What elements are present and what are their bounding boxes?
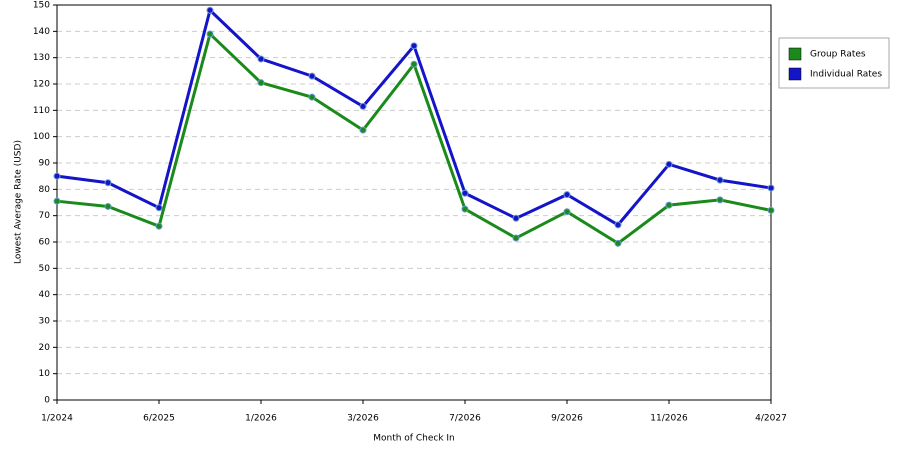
- x-tick-label: 11/2026: [650, 414, 688, 424]
- y-tick-label: 30: [39, 317, 51, 327]
- data-point: [614, 239, 622, 247]
- legend-label: Group Rates: [810, 50, 866, 60]
- data-point: [716, 176, 724, 184]
- x-tick-label: 6/2025: [143, 414, 175, 424]
- data-point: [665, 160, 673, 168]
- data-point: [155, 204, 163, 212]
- x-tick-label: 4/2027: [755, 414, 787, 424]
- data-point: [410, 42, 418, 50]
- legend-swatch: [788, 67, 802, 81]
- y-tick-label: 120: [33, 80, 50, 90]
- data-point: [767, 206, 775, 214]
- data-point: [104, 179, 112, 187]
- legend-label: Individual Rates: [810, 70, 882, 80]
- x-tick-label: 1/2026: [245, 414, 277, 424]
- y-tick-label: 40: [39, 290, 51, 300]
- x-tick-label: 7/2026: [449, 414, 481, 424]
- data-point: [206, 30, 214, 38]
- data-point: [155, 222, 163, 230]
- y-axis-title: Lowest Average Rate (USD): [14, 140, 24, 264]
- x-tick-label: 3/2026: [347, 414, 379, 424]
- y-tick-label: 50: [39, 264, 51, 274]
- data-point: [563, 208, 571, 216]
- y-tick-label: 130: [33, 53, 50, 63]
- y-tick-label: 0: [44, 396, 50, 406]
- data-point: [257, 55, 265, 63]
- y-tick-label: 80: [39, 185, 51, 195]
- y-tick-label: 100: [33, 132, 50, 142]
- x-tick-label: 9/2026: [551, 414, 583, 424]
- y-tick-label: 60: [39, 238, 51, 248]
- legend-box: [778, 37, 890, 89]
- y-tick-label: 90: [39, 159, 51, 169]
- data-point: [767, 184, 775, 192]
- data-point: [665, 201, 673, 209]
- data-point: [53, 172, 61, 180]
- data-point: [716, 196, 724, 204]
- data-point: [563, 191, 571, 199]
- y-tick-label: 20: [39, 343, 51, 353]
- data-point: [359, 126, 367, 134]
- x-axis-title: Month of Check In: [373, 434, 455, 444]
- data-point: [614, 221, 622, 229]
- data-point: [257, 79, 265, 87]
- y-tick-label: 10: [39, 369, 51, 379]
- y-tick-label: 140: [33, 27, 50, 37]
- y-tick-label: 70: [39, 211, 51, 221]
- y-tick-label: 110: [33, 106, 50, 116]
- y-tick-label: 150: [33, 1, 50, 11]
- data-point: [206, 6, 214, 14]
- data-point: [308, 72, 316, 80]
- data-point: [461, 205, 469, 213]
- data-point: [410, 60, 418, 68]
- data-point: [53, 197, 61, 205]
- data-point: [461, 189, 469, 197]
- data-point: [104, 202, 112, 210]
- legend-swatch: [788, 47, 802, 61]
- data-point: [512, 214, 520, 222]
- data-point: [359, 102, 367, 110]
- x-tick-label: 1/2024: [41, 414, 73, 424]
- data-point: [512, 234, 520, 242]
- data-point: [308, 93, 316, 101]
